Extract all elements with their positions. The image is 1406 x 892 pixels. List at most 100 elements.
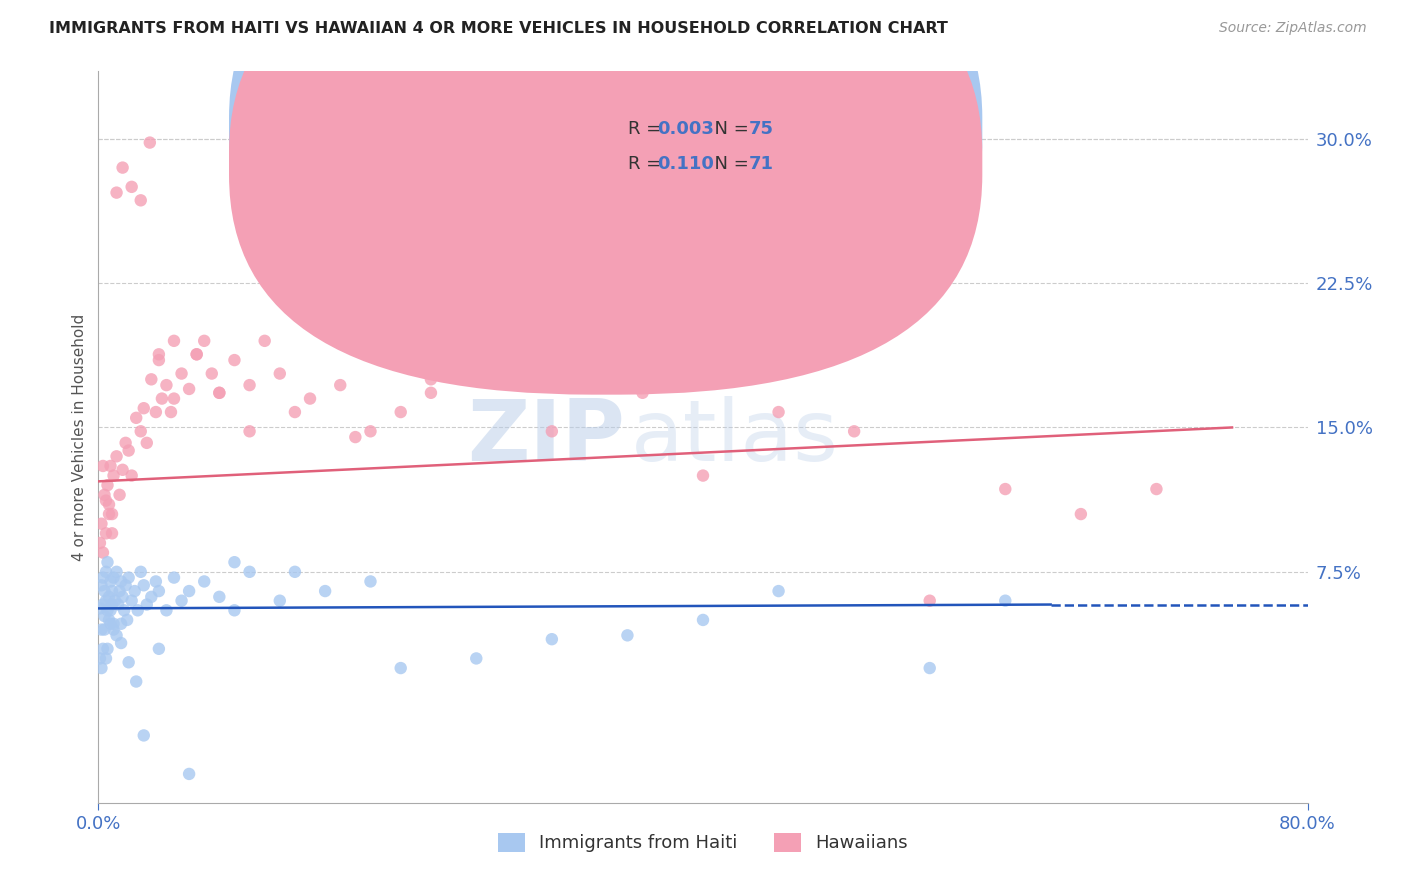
Point [135, 435, 157, 450]
Point [148, 347, 170, 361]
Point [201, 367, 224, 381]
Point [103, 623, 125, 637]
Text: IMMIGRANTS FROM HAITI VS HAWAIIAN 4 OR MORE VEHICLES IN HOUSEHOLD CORRELATION CH: IMMIGRANTS FROM HAITI VS HAWAIIAN 4 OR M… [49, 21, 948, 36]
Point [108, 488, 131, 502]
Point [918, 593, 941, 607]
Text: Source: ZipAtlas.com: Source: ZipAtlas.com [1219, 21, 1367, 35]
Point [329, 378, 352, 392]
Point [125, 674, 148, 689]
Point [103, 468, 125, 483]
Point [269, 367, 291, 381]
Point [89, 536, 111, 550]
Point [105, 186, 128, 200]
Point [98, 498, 121, 512]
Point [170, 367, 193, 381]
Text: 0.003: 0.003 [657, 120, 714, 138]
Point [101, 584, 124, 599]
Point [208, 385, 231, 400]
Point [510, 315, 533, 329]
Point [96, 603, 118, 617]
Point [360, 425, 382, 439]
Point [118, 443, 141, 458]
Point [132, 578, 155, 592]
Point [844, 425, 866, 439]
Point [170, 593, 193, 607]
Point [179, 584, 201, 599]
Point [118, 655, 141, 669]
Point [994, 593, 1017, 607]
Point [631, 385, 654, 400]
Point [90, 623, 112, 637]
Point [98, 507, 121, 521]
Point [98, 613, 121, 627]
Point [465, 651, 488, 665]
Point [100, 574, 122, 589]
Point [129, 565, 152, 579]
Point [148, 353, 170, 368]
Point [93, 488, 115, 502]
Point [111, 161, 134, 175]
Point [135, 598, 157, 612]
Point [1144, 482, 1167, 496]
Point [540, 425, 562, 439]
Point [110, 574, 132, 589]
Point [105, 565, 128, 579]
Point [420, 372, 443, 386]
Point [145, 405, 167, 419]
Point [118, 571, 141, 585]
Point [239, 565, 262, 579]
Point [104, 593, 127, 607]
Point [465, 353, 488, 368]
Point [314, 584, 336, 599]
FancyBboxPatch shape [229, 0, 983, 360]
Point [344, 430, 367, 444]
Point [163, 392, 186, 406]
Text: N =: N = [703, 154, 755, 172]
Point [155, 378, 177, 392]
Point [132, 728, 155, 742]
Point [93, 609, 115, 624]
Point [94, 593, 117, 607]
Point [105, 628, 128, 642]
Point [160, 405, 183, 419]
Point [224, 555, 246, 569]
Point [768, 405, 790, 419]
Point [94, 493, 117, 508]
Text: 75: 75 [749, 120, 773, 138]
Point [360, 574, 382, 589]
Text: 0.110: 0.110 [657, 154, 714, 172]
Point [127, 603, 149, 617]
Point [193, 334, 215, 348]
Point [420, 385, 443, 400]
Point [208, 590, 231, 604]
Point [96, 555, 118, 569]
FancyBboxPatch shape [576, 101, 824, 185]
Point [299, 392, 322, 406]
Point [994, 482, 1017, 496]
Point [239, 378, 262, 392]
Legend: Immigrants from Haiti, Hawaiians: Immigrants from Haiti, Hawaiians [491, 826, 915, 860]
Point [110, 636, 132, 650]
Point [129, 194, 152, 208]
Point [93, 623, 115, 637]
Text: 71: 71 [749, 154, 773, 172]
Point [121, 468, 143, 483]
Point [179, 382, 201, 396]
Point [108, 584, 131, 599]
Point [124, 584, 146, 599]
Point [155, 603, 177, 617]
Point [768, 584, 790, 599]
Point [100, 458, 122, 473]
Point [129, 425, 152, 439]
Point [571, 367, 593, 381]
Point [284, 405, 307, 419]
Point [91, 571, 114, 585]
Point [186, 347, 208, 361]
Point [103, 616, 125, 631]
Point [98, 590, 121, 604]
Point [269, 593, 291, 607]
Point [90, 578, 112, 592]
Point [616, 628, 638, 642]
Point [94, 565, 117, 579]
Point [100, 603, 122, 617]
